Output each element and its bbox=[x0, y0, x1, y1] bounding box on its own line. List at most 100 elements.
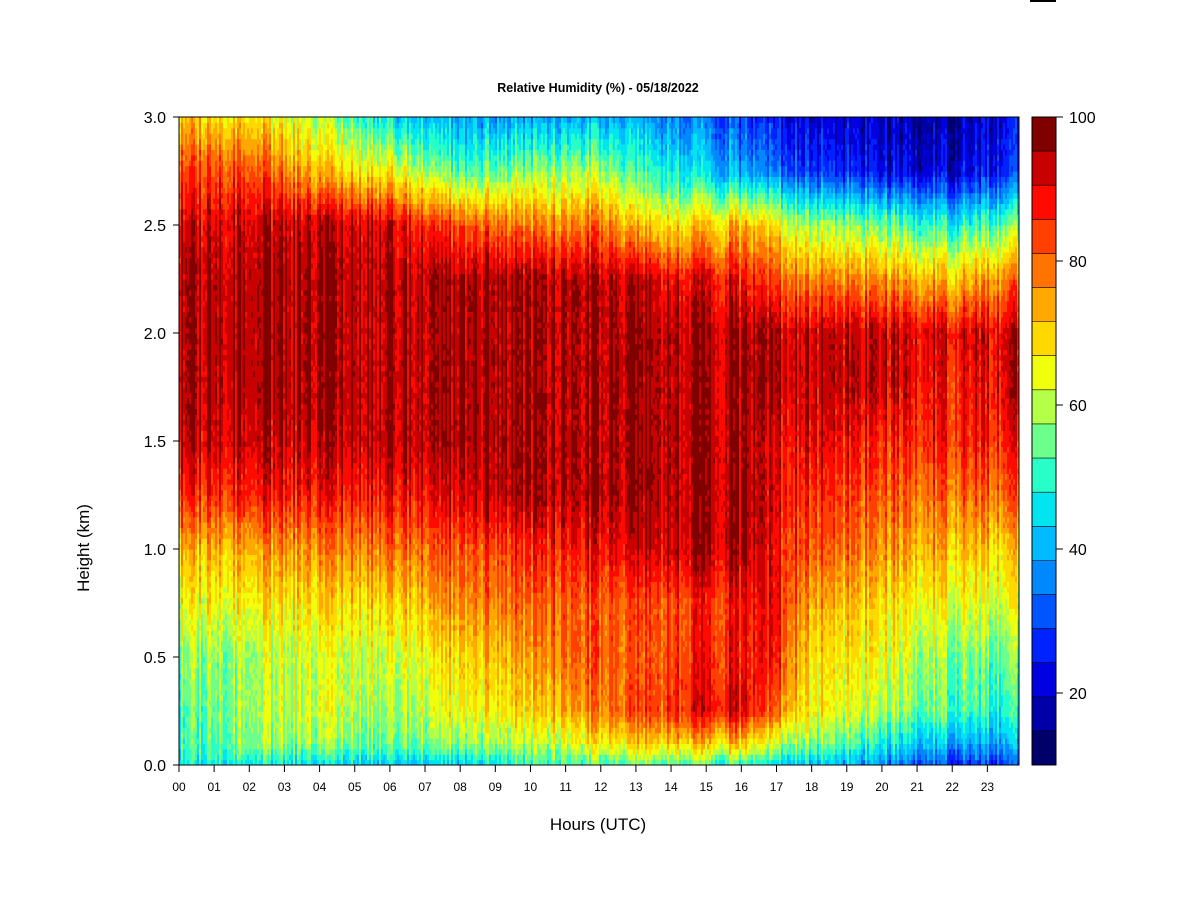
heat-cell bbox=[199, 117, 202, 123]
heat-cell bbox=[181, 716, 184, 723]
heat-cell bbox=[189, 619, 192, 626]
heat-cell bbox=[183, 387, 186, 393]
heat-cell bbox=[203, 630, 206, 636]
heat-cell bbox=[199, 252, 202, 258]
heat-cell bbox=[191, 694, 194, 701]
heat-cell bbox=[191, 597, 194, 604]
heat-cell bbox=[187, 414, 190, 420]
heat-cell bbox=[181, 181, 184, 188]
heat-cell bbox=[203, 624, 206, 631]
heat-cell bbox=[187, 360, 190, 366]
heat-cell bbox=[203, 306, 206, 312]
heat-cell bbox=[179, 419, 182, 426]
heat-cell bbox=[185, 522, 188, 528]
heat-cell bbox=[191, 748, 194, 755]
heat-cell bbox=[193, 408, 196, 415]
heat-cell bbox=[197, 316, 200, 323]
heat-cell bbox=[185, 581, 188, 588]
heat-cell bbox=[179, 203, 182, 210]
heat-cell bbox=[203, 538, 206, 545]
heat-cell bbox=[183, 225, 186, 231]
heat-cell bbox=[183, 522, 186, 528]
heat-cell bbox=[193, 559, 196, 566]
heat-cell bbox=[185, 289, 188, 296]
heat-cell bbox=[195, 160, 198, 167]
heat-cell bbox=[201, 198, 204, 204]
heat-cell bbox=[193, 192, 196, 199]
heat-cell bbox=[181, 387, 184, 393]
heat-cell bbox=[191, 376, 194, 383]
heat-cell bbox=[189, 349, 192, 356]
heat-cell bbox=[187, 349, 190, 356]
heat-cell bbox=[197, 122, 200, 129]
heat-cell bbox=[189, 603, 192, 609]
heat-cell bbox=[183, 500, 186, 507]
heat-cell bbox=[185, 192, 188, 199]
heat-cell bbox=[201, 289, 204, 296]
heat-cell bbox=[181, 554, 184, 561]
heat-cell bbox=[185, 549, 188, 555]
heat-cell bbox=[187, 419, 190, 426]
heat-cell bbox=[203, 198, 206, 204]
heat-cell bbox=[181, 230, 184, 237]
heat-cell bbox=[193, 489, 196, 496]
heat-cell bbox=[195, 419, 198, 426]
heat-cell bbox=[197, 306, 200, 312]
heat-cell bbox=[197, 198, 200, 204]
heat-cell bbox=[205, 419, 208, 426]
heat-cell bbox=[199, 127, 202, 134]
heat-cell bbox=[201, 505, 204, 512]
heat-cell bbox=[187, 117, 190, 123]
heat-cell bbox=[203, 484, 206, 491]
heat-cell bbox=[183, 527, 186, 534]
heat-cell bbox=[197, 559, 200, 566]
heat-cell bbox=[201, 430, 204, 437]
heat-cell bbox=[179, 192, 182, 199]
heat-cell bbox=[183, 381, 186, 388]
heat-cell bbox=[187, 651, 190, 658]
heat-cell bbox=[191, 408, 194, 415]
heat-cell bbox=[203, 424, 206, 431]
heat-cell bbox=[205, 630, 208, 636]
heat-cell bbox=[179, 441, 182, 447]
heat-cell bbox=[193, 300, 196, 307]
heat-cell bbox=[189, 473, 192, 480]
heat-cell bbox=[197, 295, 200, 302]
heat-cell bbox=[189, 522, 192, 528]
heat-cell bbox=[185, 154, 188, 161]
heat-cell bbox=[197, 333, 200, 339]
heat-cell bbox=[199, 727, 202, 734]
heat-cell bbox=[197, 208, 200, 215]
heat-cell bbox=[183, 246, 186, 253]
heat-cell bbox=[193, 667, 196, 674]
heat-cell bbox=[193, 457, 196, 464]
heat-cell bbox=[201, 597, 204, 604]
heat-cell bbox=[185, 603, 188, 609]
heat-cell bbox=[189, 333, 192, 339]
heat-cell bbox=[179, 392, 182, 399]
heat-cell bbox=[191, 711, 194, 717]
heat-cell bbox=[181, 360, 184, 366]
heat-cell bbox=[183, 171, 186, 177]
heat-cell bbox=[187, 705, 190, 712]
heat-cell bbox=[185, 473, 188, 480]
heat-cell bbox=[195, 414, 198, 420]
heat-cell bbox=[199, 370, 202, 377]
heat-cell bbox=[193, 214, 196, 221]
heat-cell bbox=[197, 473, 200, 480]
heat-cell bbox=[179, 689, 182, 696]
heat-cell bbox=[179, 230, 182, 237]
heat-cell bbox=[187, 430, 190, 437]
heat-cell bbox=[191, 462, 194, 469]
heat-cell bbox=[187, 538, 190, 545]
heat-cell bbox=[195, 684, 198, 690]
heat-cell bbox=[199, 597, 202, 604]
heat-cell bbox=[199, 262, 202, 269]
heat-cell bbox=[183, 214, 186, 221]
heat-cell bbox=[203, 532, 206, 539]
heat-cell bbox=[201, 349, 204, 356]
heat-cell bbox=[193, 414, 196, 420]
heat-cell bbox=[195, 181, 198, 188]
heat-cell bbox=[187, 376, 190, 383]
heat-cell bbox=[187, 759, 190, 765]
